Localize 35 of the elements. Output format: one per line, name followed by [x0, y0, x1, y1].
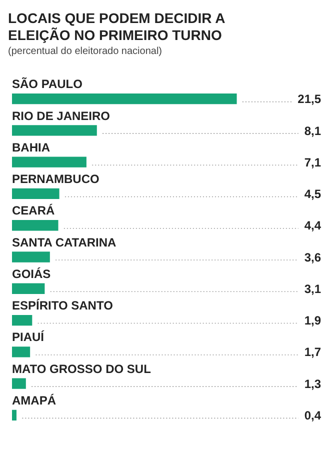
data-label: 21,5 — [298, 92, 322, 106]
y-tick-label: SANTA CATARINA — [12, 235, 117, 250]
data-label: 1,7 — [304, 345, 322, 360]
y-tick-label: ESPÍRITO SANTO — [12, 298, 113, 313]
y-tick-label: BAHIA — [12, 140, 50, 154]
y-tick-label: SÃO PAULO — [12, 77, 82, 92]
bar — [12, 93, 237, 104]
data-label: 1,3 — [304, 376, 322, 391]
data-label: 3,1 — [304, 282, 322, 296]
data-label: 4,4 — [304, 218, 322, 233]
bar — [12, 220, 58, 231]
data-label: 8,1 — [304, 124, 322, 138]
data-label: 1,9 — [304, 314, 322, 328]
bar — [12, 410, 17, 421]
bar — [12, 156, 86, 168]
y-tick-label: CEARÁ — [12, 204, 55, 218]
chart-title: LOCAIS QUE PODEM DECIDIR A ELEIÇÃO NO PRIMEIRO TURNO — [8, 10, 226, 44]
bar — [12, 378, 26, 389]
bar — [12, 125, 97, 136]
y-tick-label: MATO GROSSO DO SUL — [12, 362, 151, 376]
chart-subtitle: (percentual do eleitorado nacional) — [8, 46, 163, 57]
y-tick-label: PIAUÍ — [12, 330, 45, 344]
bar — [12, 346, 30, 358]
bar — [12, 252, 50, 262]
data-label: 4,5 — [304, 187, 322, 202]
bar — [12, 283, 45, 294]
data-label: 3,6 — [304, 250, 322, 264]
bar — [12, 314, 32, 326]
data-label: 0,4 — [304, 408, 322, 422]
y-tick-label: PERNAMBUCO — [12, 172, 100, 186]
y-tick-label: RIO DE JANEIRO — [12, 108, 110, 123]
y-tick-label: GOIÁS — [12, 266, 51, 281]
bar — [12, 188, 60, 200]
y-tick-label: AMAPÁ — [12, 393, 56, 408]
data-label: 7,1 — [304, 155, 322, 170]
